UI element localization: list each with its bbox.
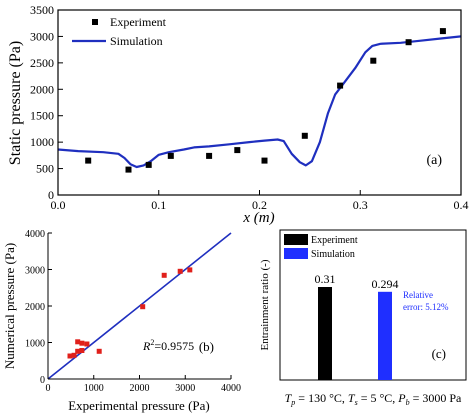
x-tick-label: 0.1 <box>151 198 166 212</box>
caption-tp: T <box>285 391 293 405</box>
y-tick-label: 1000 <box>30 135 54 149</box>
panel-a-ticks: 0.0 0.1 0.2 0.3 0.4 0 500 1000 1500 2000 2500 3000 3… <box>30 3 469 212</box>
comparison-point <box>177 268 183 274</box>
caption-tp-sub: p <box>290 398 295 407</box>
panel-c-note-line2: error: 5.12% <box>403 302 449 312</box>
experiment-point <box>234 147 241 154</box>
panel-b-plot <box>47 232 232 380</box>
legend-c-experiment-swatch <box>284 234 308 245</box>
experiment-point <box>439 28 446 35</box>
panel-a: 0.0 0.1 0.2 0.3 0.4 0 500 1000 1500 2000 2500 3000 3… <box>7 3 469 226</box>
panel-c: Entrainment ratio (-) 0.31 0.294 Experime… <box>259 229 467 407</box>
legend-experiment-marker <box>92 19 98 25</box>
x-tick-label: 2000 <box>130 383 150 394</box>
y-tick-label: 1500 <box>30 109 54 123</box>
comparison-point <box>96 348 102 354</box>
comparison-point <box>79 348 85 353</box>
panel-a-legend: Experiment Simulation <box>72 15 167 48</box>
experiment-point <box>85 157 92 164</box>
experiment-point <box>206 152 213 159</box>
comparison-point <box>187 267 193 273</box>
r2-sup: 2 <box>150 338 154 347</box>
x-tick-label: 4000 <box>221 383 241 394</box>
y-tick-label: 3500 <box>30 3 54 17</box>
experiment-point <box>167 152 174 159</box>
x-tick-label: 0.0 <box>51 198 66 212</box>
comparison-point <box>79 340 85 346</box>
legend-experiment-label: Experiment <box>110 15 167 29</box>
panel-b-xlabel: Experimental pressure (Pa) <box>68 398 210 413</box>
panel-a-ylabel: Static pressure (Pa) <box>7 41 24 165</box>
legend-c-simulation-swatch <box>284 248 308 259</box>
caption-pb-sub: b <box>406 398 410 407</box>
bar-experiment <box>318 287 332 380</box>
panel-a-xlabel: x (m) <box>242 210 274 226</box>
comparison-point <box>75 339 81 345</box>
experiment-point <box>125 166 132 173</box>
bar-value-label: 0.31 <box>315 272 336 286</box>
caption-ts-val: = 5 °C, <box>358 391 399 405</box>
panel-b-r2: R2=0.9575 <box>142 338 194 353</box>
y-tick-label: 2000 <box>30 82 54 96</box>
experiment-point <box>405 39 412 46</box>
caption-ts: T <box>348 391 356 405</box>
comparison-point <box>67 353 73 359</box>
y-tick-label: 0 <box>40 375 45 386</box>
y-tick-label: 4000 <box>25 229 45 240</box>
experiment-point <box>337 82 344 89</box>
x-tick-label: 0 <box>46 383 51 394</box>
comparison-point <box>140 304 146 310</box>
experiment-point <box>145 161 152 168</box>
simulation-line <box>57 35 462 169</box>
experiment-point <box>261 157 268 164</box>
r2-value: =0.9575 <box>154 339 194 353</box>
caption-pb: P <box>397 391 406 405</box>
panel-b-ylabel: Numerical pressure (Pa) <box>2 243 17 369</box>
panel-c-note-line1: Relative <box>403 290 433 300</box>
caption-ts-sub: s <box>355 398 358 407</box>
bar-value-label: 0.294 <box>372 277 399 291</box>
panel-c-ylabel: Entrainment ratio (-) <box>259 259 271 350</box>
panel-c-label: (c) <box>432 346 446 361</box>
y-tick-label: 2500 <box>30 56 54 70</box>
y-tick-label: 500 <box>36 162 54 176</box>
panel-c-legend: Experiment Simulation <box>284 234 358 260</box>
experiment-point <box>301 132 308 139</box>
panel-b-ticks: 0 1000 2000 3000 4000 0 1000 2000 3000 4000 <box>25 229 241 394</box>
panel-c-caption: Tp = 130 °C, Ts = 5 °C, Pb = 3000 Pa <box>285 391 462 407</box>
comparison-point <box>161 272 167 278</box>
panel-a-plot <box>57 28 462 173</box>
y-tick-label: 3000 <box>25 266 45 277</box>
r2-symbol: R <box>142 339 151 353</box>
y-tick-label: 1000 <box>25 339 45 350</box>
comparison-point <box>71 352 77 358</box>
x-tick-label: 0.4 <box>454 198 469 212</box>
x-tick-label: 0.2 <box>252 198 267 212</box>
x-tick-label: 0.3 <box>353 198 368 212</box>
legend-c-experiment-label: Experiment <box>311 235 358 246</box>
panel-b-label: (b) <box>199 339 214 354</box>
y-tick-label: 2000 <box>25 302 45 313</box>
y-tick-label: 3000 <box>30 29 54 43</box>
legend-c-simulation-label: Simulation <box>311 249 355 260</box>
x-tick-label: 1000 <box>84 383 104 394</box>
comparison-point <box>75 348 81 354</box>
bar-simulation <box>378 291 392 380</box>
panel-b: 0 1000 2000 3000 4000 0 1000 2000 3000 4000 Numer… <box>2 229 241 413</box>
panel-c-bars: 0.31 0.294 <box>315 272 399 380</box>
experiment-point <box>370 57 377 64</box>
fit-line <box>47 232 232 380</box>
comparison-point <box>84 341 90 347</box>
caption-pb-val: = 3000 Pa <box>410 391 462 405</box>
panel-a-label: (a) <box>426 153 442 168</box>
y-tick-label: 0 <box>48 188 54 202</box>
panel-c-frame <box>279 229 467 381</box>
caption-tp-val: = 130 °C, <box>295 391 348 405</box>
x-tick-label: 3000 <box>175 383 195 394</box>
legend-simulation-label: Simulation <box>110 34 163 48</box>
